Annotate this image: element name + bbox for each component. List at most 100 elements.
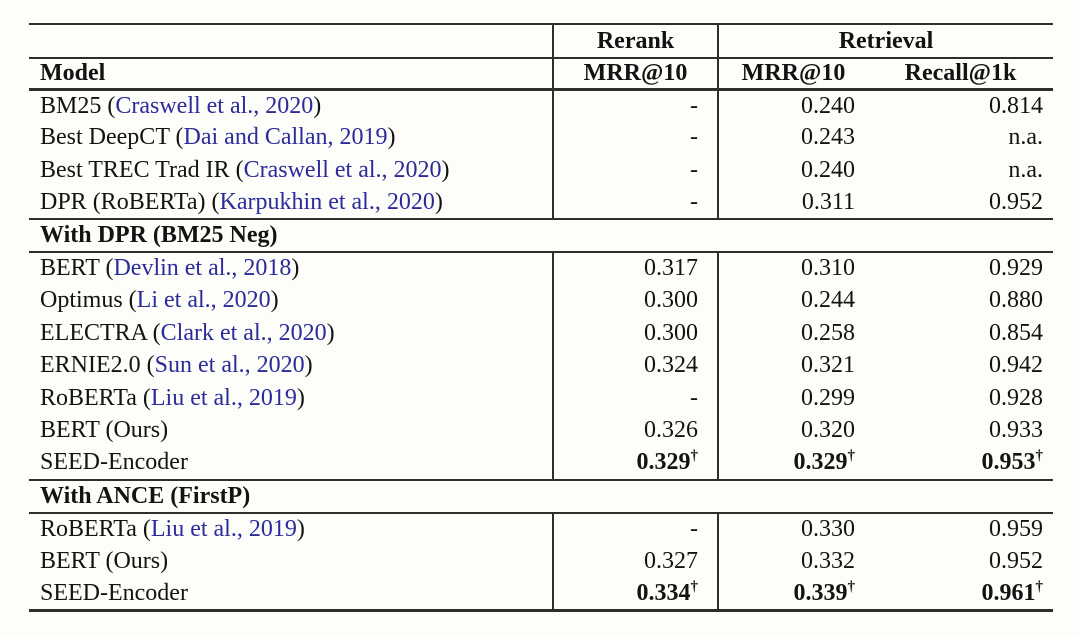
section-title: With DPR (BM25 Neg) [29, 218, 1053, 253]
table-row: Best TREC Trad IR (Craswell et al., 2020… [29, 154, 1053, 187]
model-cell: BERT (Ours) [29, 415, 553, 448]
retrieval-mrr10-cell: 0.321 [717, 349, 868, 382]
model-name: Best DeepCT ( [40, 124, 184, 151]
retrieval-mrr10-cell: 0.240 [717, 154, 868, 187]
citation-link[interactable]: Liu et al., 2019 [150, 384, 297, 411]
rerank-mrr10-cell: 0.300 [552, 284, 718, 317]
citation-link[interactable]: Liu et al., 2019 [150, 515, 297, 542]
table-row: RoBERTa (Liu et al., 2019) - 0.299 0.928 [29, 382, 1053, 415]
model-name: BERT (Ours) [40, 547, 169, 574]
model-name-suffix: ) [270, 287, 279, 314]
citation-link[interactable]: Devlin et al., 2018 [113, 255, 292, 282]
recall-1k-cell: 0.880 [868, 285, 1053, 318]
model-name-suffix: ) [296, 384, 305, 411]
citation-link[interactable]: Karpukhin et al., 2020 [219, 188, 435, 215]
recall-1k-cell: 0.928 [868, 382, 1053, 415]
section-header-row: With ANCE (FirstP) [29, 478, 1053, 514]
citation-link[interactable]: Craswell et al., 2020 [243, 156, 442, 183]
citation-link[interactable]: Dai and Callan, 2019 [183, 124, 388, 151]
recall-1k-value: 0.952 [989, 188, 1043, 215]
model-name: SEED-Encoder [40, 579, 188, 606]
rerank-mrr10-cell: - [552, 89, 718, 122]
rerank-mrr10-cell: - [552, 186, 718, 219]
rerank-mrr10-value: 0.317 [644, 255, 698, 282]
table-row: RoBERTa (Liu et al., 2019) - 0.330 0.959 [29, 512, 1053, 546]
table-row: SEED-Encoder 0.334† 0.339† 0.961† [29, 577, 1053, 611]
rerank-mrr10-cell: - [552, 154, 718, 187]
recall-1k-value: 0.854 [989, 319, 1043, 346]
retrieval-mrr10-cell: 0.320 [717, 414, 868, 447]
table-row: ERNIE2.0 (Sun et al., 2020) 0.324 0.321 0.9… [29, 349, 1053, 382]
section-header-row: With DPR (BM25 Neg) [29, 218, 1053, 253]
retrieval-mrr10-value: 0.321 [801, 352, 855, 379]
recall-1k-cell: 0.961† [868, 578, 1053, 611]
model-name: ELECTRA ( [40, 319, 161, 346]
retrieval-mrr10-cell: 0.332 [717, 545, 868, 578]
model-name-suffix: ) [387, 124, 396, 151]
recall-1k-cell: 0.929 [868, 252, 1053, 285]
recall-1k-value: 0.953 [981, 449, 1036, 476]
model-cell: BERT (Devlin et al., 2018) [29, 252, 553, 285]
citation-link[interactable]: Craswell et al., 2020 [115, 92, 314, 119]
rerank-mrr10-value: 0.329 [636, 449, 691, 476]
table-row: BM25 (Craswell et al., 2020) - 0.240 0.814 [29, 89, 1053, 122]
model-cell: BM25 (Craswell et al., 2020) [29, 89, 553, 122]
rerank-mrr10-value: - [690, 124, 698, 151]
retrieval-mrr10-value: 0.244 [801, 287, 855, 314]
rerank-mrr10-cell: - [552, 121, 718, 154]
rerank-mrr10-value: 0.300 [644, 319, 698, 346]
rerank-mrr10-cell: - [552, 512, 718, 545]
recall-1k-value: 0.880 [989, 287, 1043, 314]
recall-1k-value: 0.814 [989, 92, 1043, 119]
blank-header-cell [29, 24, 553, 59]
retrieval-mrr10-cell: 0.243 [717, 121, 868, 154]
citation-link[interactable]: Li et al., 2020 [136, 287, 271, 314]
recall-1k-cell: 0.814 [868, 89, 1053, 122]
dagger-mark: † [690, 448, 699, 465]
model-name: Optimus ( [40, 287, 137, 314]
retrieval-mrr10-value: 0.330 [801, 515, 855, 542]
retrieval-mrr10-value: 0.240 [801, 156, 855, 183]
table-body: BM25 (Craswell et al., 2020) -0.240 0.814 B… [29, 89, 1053, 610]
retrieval-mrr10-cell: 0.244 [717, 284, 868, 317]
rerank-mrr10-value: - [690, 515, 698, 542]
rerank-mrr10-value: 0.324 [644, 352, 698, 379]
recall-1k-cell: n.a. [868, 154, 1053, 187]
dagger-mark: † [690, 578, 699, 595]
retrieval-group-header: Retrieval [717, 24, 1053, 59]
rerank-mrr10-value: 0.327 [644, 547, 698, 574]
recall-1k-cell: 0.854 [868, 317, 1053, 350]
model-name-suffix: ) [434, 188, 443, 215]
model-cell: SEED-Encoder [29, 578, 553, 611]
rerank-mrr10-cell: 0.300 [552, 317, 718, 350]
model-cell: RoBERTa (Liu et al., 2019) [29, 513, 553, 546]
retrieval-mrr10-cell: 0.240 [717, 89, 868, 122]
column-header-row: Model MRR@10 MRR@10 Recall@1k [29, 58, 1053, 91]
table-head-rows: Rerank Retrieval Model MRR@10 MRR@10 Rec… [29, 24, 1053, 91]
rerank-mrr10-cell: 0.326 [552, 414, 718, 447]
retrieval-mrr10-cell: 0.299 [717, 382, 868, 415]
rerank-mrr10-value: 0.326 [644, 417, 698, 444]
model-name: BERT (Ours) [40, 417, 169, 444]
model-cell: DPR (RoBERTa) (Karpukhin et al., 2020) [29, 187, 553, 220]
model-cell: ELECTRA (Clark et al., 2020) [29, 317, 553, 350]
retrieval-mrr10-value: 0.299 [801, 384, 855, 411]
model-name-suffix: ) [326, 319, 335, 346]
rerank-mrr10-cell: 0.324 [552, 349, 718, 382]
retrieval-mrr10-cell: 0.258 [717, 317, 868, 350]
model-name: DPR (RoBERTa) ( [40, 188, 220, 215]
retrieval-mrr10-cell: 0.311 [717, 186, 868, 219]
model-column-header: Model [29, 58, 553, 91]
recall-1k-value: 0.929 [989, 255, 1043, 282]
retrieval-mrr10-column-header: MRR@10 [717, 58, 868, 91]
recall-1k-value: 0.933 [989, 417, 1043, 444]
citation-link[interactable]: Sun et al., 2020 [154, 352, 305, 379]
rerank-mrr10-column-header: MRR@10 [552, 58, 718, 91]
results-table: Rerank Retrieval Model MRR@10 MRR@10 Rec… [29, 23, 1053, 612]
table-row: DPR (RoBERTa) (Karpukhin et al., 2020) - 0… [29, 186, 1053, 220]
recall-1k-value: 0.928 [989, 384, 1043, 411]
rerank-mrr10-cell: - [552, 382, 718, 415]
retrieval-mrr10-value: 0.311 [801, 188, 855, 215]
citation-link[interactable]: Clark et al., 2020 [160, 319, 327, 346]
